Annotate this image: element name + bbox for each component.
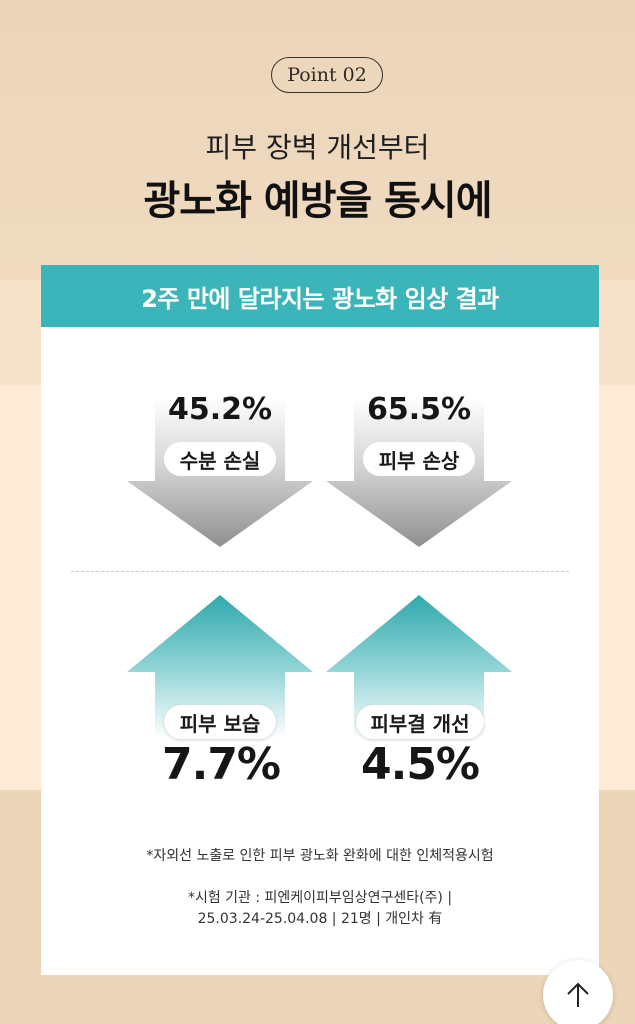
stat-moisture-loss-value: 45.2% [167, 392, 273, 427]
stat-texture-label: 피부결 개선 [356, 705, 484, 739]
arrow-up-icon [567, 982, 589, 1007]
stat-texture-value: 4.5% [360, 739, 480, 790]
dashed-divider [71, 571, 569, 572]
footnote-institution: *시험 기관 : 피엔케이피부임상연구센타(주) | [187, 890, 453, 906]
footnote-period: 25.03.24-25.04.08 | 21명 | 개인차 有 [197, 911, 443, 927]
stat-skin-damage-label: 피부 손상 [363, 442, 475, 476]
stat-moisturizing-label: 피부 보습 [164, 705, 276, 739]
arrows-graphic [127, 397, 512, 739]
footnote-test: *자외선 노출로 인한 피부 광노화 완화에 대한 인체적용시험 [146, 848, 494, 864]
page-subtitle: 피부 장벽 개선부터 [205, 131, 430, 164]
card-header: 2주 만에 달라지는 광노화 임상 결과 [41, 265, 599, 327]
results-card: 2주 만에 달라지는 광노화 임상 결과 45.2% 수분 손실 65.5% 피… [41, 265, 599, 975]
stat-skin-damage-value: 65.5% [366, 392, 472, 427]
stat-moisturizing-value: 7.7% [161, 739, 281, 790]
up-arrow-right-icon [326, 595, 512, 739]
up-arrow-left-icon [127, 595, 313, 739]
page-title: 광노화 예방을 동시에 [143, 178, 492, 224]
point-badge: Point 02 [271, 57, 383, 93]
stat-moisture-loss-label: 수분 손실 [164, 442, 276, 476]
scroll-to-top-button[interactable] [543, 960, 613, 1024]
